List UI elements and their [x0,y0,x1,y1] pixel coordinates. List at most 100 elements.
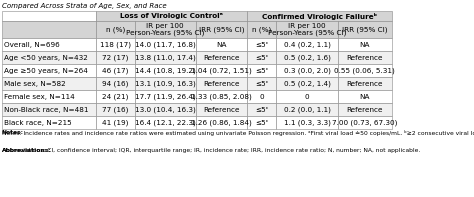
Bar [247,103,276,116]
Bar [2,116,96,129]
Bar [247,38,276,51]
Bar [196,21,247,38]
Bar [337,90,392,103]
Text: Notes: Incidence rates and incidence rate ratios were estimated using univariate: Notes: Incidence rates and incidence rat… [2,130,474,136]
Text: 1.33 (0.85, 2.08): 1.33 (0.85, 2.08) [191,93,252,100]
Bar [276,103,337,116]
Bar [337,38,392,51]
Bar [276,38,337,51]
Text: NA: NA [360,42,370,47]
Bar [96,77,135,90]
Text: n (%): n (%) [106,26,125,33]
Bar [2,38,96,51]
Text: Reference: Reference [203,81,240,86]
Bar [135,38,196,51]
Bar [135,77,196,90]
Bar [337,116,392,129]
Bar [196,103,247,116]
Bar [96,38,135,51]
Bar [2,21,96,38]
Text: 7.00 (0.73, 67.30): 7.00 (0.73, 67.30) [332,119,398,126]
Bar [276,21,337,38]
Bar [96,11,247,21]
Text: IRR (95% CI): IRR (95% CI) [342,26,388,33]
Text: 14.0 (11.7, 16.8): 14.0 (11.7, 16.8) [135,41,195,48]
Text: 14.4 (10.8, 19.2): 14.4 (10.8, 19.2) [135,67,195,74]
Bar [135,90,196,103]
Text: Notes:: Notes: [2,130,24,135]
Text: 13.8 (11.0, 17.4): 13.8 (11.0, 17.4) [135,54,195,61]
Bar [2,51,96,64]
Text: 77 (16): 77 (16) [102,106,128,113]
Bar [96,51,135,64]
Text: Age <50 years, N=432: Age <50 years, N=432 [4,55,88,60]
Bar [196,38,247,51]
Bar [196,116,247,129]
Text: ≤5ᶜ: ≤5ᶜ [255,42,269,47]
Bar [196,51,247,64]
Text: Age ≥50 years, N=264: Age ≥50 years, N=264 [4,68,88,73]
Bar [247,64,276,77]
Text: Reference: Reference [346,107,383,112]
Text: 0: 0 [260,94,264,99]
Text: 1.26 (0.86, 1.84): 1.26 (0.86, 1.84) [191,119,252,126]
Text: Female sex, N=114: Female sex, N=114 [4,94,75,99]
Text: 118 (17): 118 (17) [100,41,131,48]
Text: IR per 100
Person-Years (95% CI): IR per 100 Person-Years (95% CI) [268,23,346,36]
Text: 1.1 (0.3, 3.3): 1.1 (0.3, 3.3) [283,119,330,126]
Text: 0.3 (0.0, 2.0): 0.3 (0.0, 2.0) [283,67,330,74]
Text: 0.4 (0.2, 1.1): 0.4 (0.2, 1.1) [283,41,330,48]
Bar [337,51,392,64]
Text: Abbreviations:: Abbreviations: [2,148,52,153]
Text: 13.0 (10.4, 16.3): 13.0 (10.4, 16.3) [135,106,195,113]
Text: 0: 0 [305,94,310,99]
Text: Black race, N=215: Black race, N=215 [4,120,72,125]
Text: Reference: Reference [346,55,383,60]
Bar [337,21,392,38]
Bar [196,64,247,77]
Bar [96,21,135,38]
Text: 13.1 (10.9, 16.3): 13.1 (10.9, 16.3) [135,80,195,87]
Text: Non-Black race, N=481: Non-Black race, N=481 [4,107,89,112]
Text: 16.4 (12.1, 22.3): 16.4 (12.1, 22.3) [135,119,195,126]
Text: Overall, N=696: Overall, N=696 [4,42,60,47]
Bar [247,116,276,129]
Text: Reference: Reference [203,107,240,112]
Bar [2,77,96,90]
Text: Reference: Reference [203,55,240,60]
Text: 94 (16): 94 (16) [102,80,128,87]
Text: ≤5ᶜ: ≤5ᶜ [255,55,269,60]
Text: Compared Across Strata of Age, Sex, and Race: Compared Across Strata of Age, Sex, and … [2,3,167,9]
Text: 1.04 (0.72, 1.51): 1.04 (0.72, 1.51) [191,67,252,74]
Bar [2,103,96,116]
Bar [276,90,337,103]
Bar [2,64,96,77]
Text: 0.5 (0.2, 1.6): 0.5 (0.2, 1.6) [283,54,330,61]
Bar [276,64,337,77]
Text: 41 (19): 41 (19) [102,119,128,126]
Text: 24 (21): 24 (21) [102,93,128,100]
Text: ≤5ᶜ: ≤5ᶜ [255,107,269,112]
Text: Reference: Reference [346,81,383,86]
Bar [247,21,276,38]
Bar [2,11,96,21]
Text: ≤5ᶜ: ≤5ᶜ [255,120,269,125]
Text: 46 (17): 46 (17) [102,67,128,74]
Bar [135,51,196,64]
Bar [135,21,196,38]
Bar [276,116,337,129]
Bar [247,77,276,90]
Text: 17.7 (11.9, 26.4): 17.7 (11.9, 26.4) [135,93,195,100]
Bar [276,51,337,64]
Bar [196,90,247,103]
Text: NA: NA [360,94,370,99]
Text: ≤5ᶜ: ≤5ᶜ [255,68,269,73]
Bar [2,90,96,103]
Bar [337,103,392,116]
Text: 0.5 (0.2, 1.4): 0.5 (0.2, 1.4) [283,80,330,87]
Bar [247,90,276,103]
Bar [96,103,135,116]
Text: Male sex, N=582: Male sex, N=582 [4,81,66,86]
Text: 0.2 (0.0, 1.1): 0.2 (0.0, 1.1) [283,106,330,113]
Bar [337,77,392,90]
